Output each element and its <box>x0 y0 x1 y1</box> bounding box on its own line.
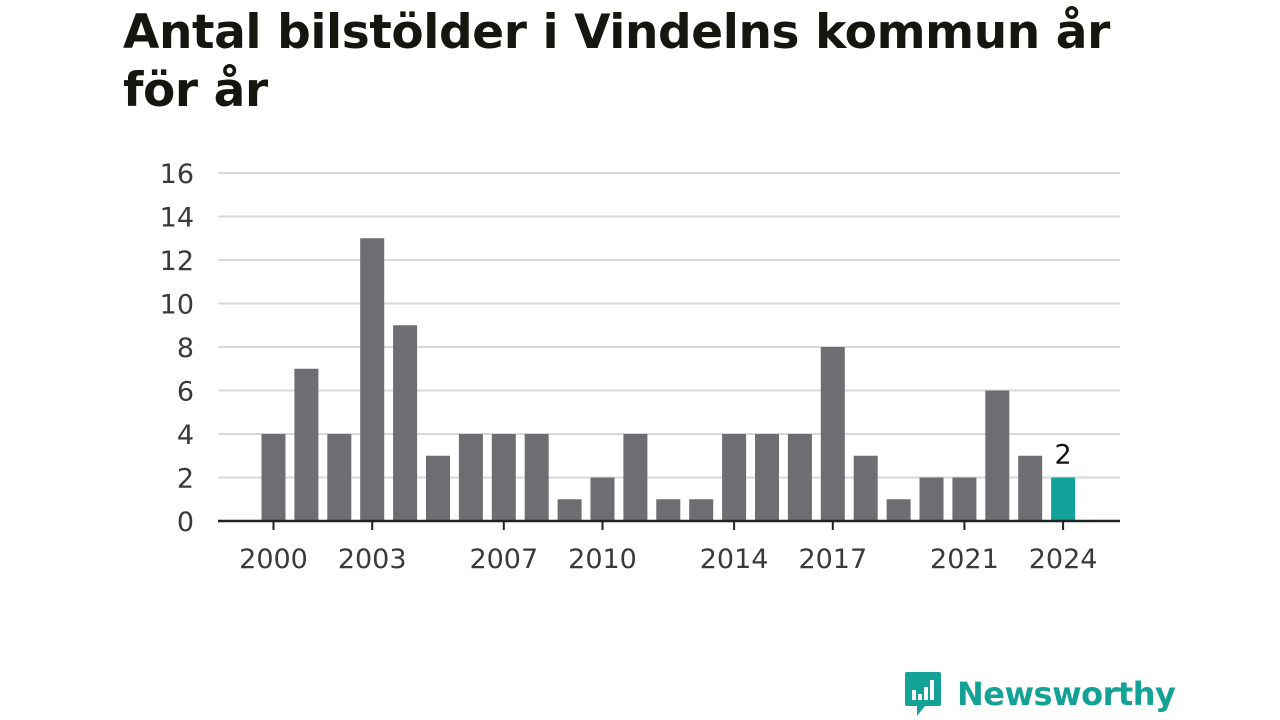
bar-2019 <box>886 499 911 521</box>
y-tick-label: 4 <box>177 420 194 451</box>
bar-2010 <box>590 477 615 521</box>
bar-2017 <box>820 347 845 521</box>
bar-2012 <box>656 499 681 521</box>
bar-2008 <box>524 434 549 521</box>
bar-2004 <box>393 325 418 521</box>
bar-2016 <box>787 434 812 521</box>
bar-2022 <box>985 390 1010 521</box>
bar-2013 <box>689 499 714 521</box>
bar-2024 <box>1051 477 1076 521</box>
newsworthy-logo: Newsworthy <box>903 669 1176 719</box>
data-label-2024: 2 <box>1055 440 1072 471</box>
bar-2007 <box>491 434 516 521</box>
y-tick-label: 10 <box>160 290 194 321</box>
x-tick-label: 2003 <box>338 544 407 575</box>
bar-2003 <box>360 238 385 521</box>
bar-2009 <box>557 499 582 521</box>
x-tick-label: 2021 <box>930 544 999 575</box>
bar-2006 <box>458 434 483 521</box>
chart-title: Antal bilstölder i Vindelns kommun år fö… <box>123 5 1110 118</box>
y-tick-label: 2 <box>177 464 194 495</box>
x-tick-label: 2014 <box>700 544 769 575</box>
bar-2018 <box>853 455 878 521</box>
bar-2000 <box>261 434 286 521</box>
y-tick-label: 14 <box>160 203 194 234</box>
bar-2023 <box>1018 455 1043 521</box>
y-tick-label: 6 <box>177 377 194 408</box>
bar-2001 <box>294 368 319 521</box>
x-tick-label: 2000 <box>239 544 308 575</box>
x-tick-label: 2017 <box>798 544 867 575</box>
newsworthy-logo-icon <box>905 672 941 716</box>
bar-2011 <box>623 434 648 521</box>
y-tick-label: 16 <box>160 159 194 190</box>
bar-2020 <box>919 477 944 521</box>
bar-2005 <box>426 455 450 521</box>
x-tick-label: 2024 <box>1029 544 1098 575</box>
newsworthy-logo-text: Newsworthy <box>957 675 1176 713</box>
y-tick-label: 8 <box>177 333 194 364</box>
y-tick-label: 12 <box>160 246 194 277</box>
y-tick-label: 0 <box>177 507 194 538</box>
bar-2015 <box>755 434 779 521</box>
x-tick-label: 2010 <box>568 544 637 575</box>
bar-2002 <box>327 434 352 521</box>
bar-2014 <box>722 434 747 521</box>
x-tick-label: 2007 <box>469 544 538 575</box>
bar-2021 <box>952 477 977 521</box>
